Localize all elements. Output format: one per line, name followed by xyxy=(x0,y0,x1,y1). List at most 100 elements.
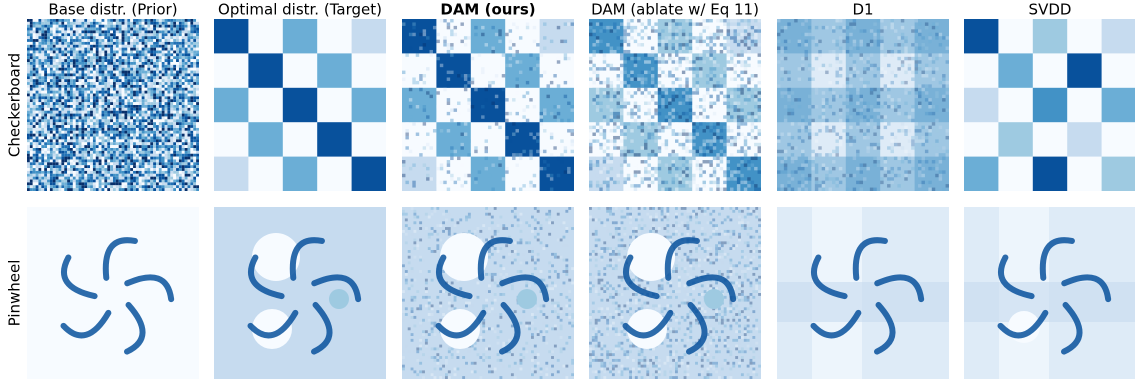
noise-pixel xyxy=(474,25,478,30)
noise-pixel xyxy=(446,111,451,116)
noise-pixel xyxy=(548,232,552,236)
noise-pixel xyxy=(98,53,102,57)
noise-pixel xyxy=(196,84,199,88)
noise-pixel xyxy=(196,21,199,25)
noise-pixel xyxy=(55,173,59,177)
noise-pixel xyxy=(104,133,108,137)
noise-pixel xyxy=(38,70,42,74)
noise-pixel xyxy=(67,82,70,85)
noise-pixel xyxy=(110,19,113,22)
noise-pixel xyxy=(118,53,122,57)
noise-pixel xyxy=(107,105,111,108)
noise-pixel xyxy=(67,182,70,186)
noise-pixel xyxy=(150,73,154,77)
noise-pixel xyxy=(539,290,543,293)
noise-pixel xyxy=(41,165,45,169)
noise-pixel xyxy=(115,156,119,160)
noise-pixel xyxy=(84,62,88,65)
noise-pixel xyxy=(135,179,139,183)
noise-pixel xyxy=(49,67,53,71)
noise-pixel xyxy=(619,84,624,88)
noise-pixel xyxy=(158,182,162,186)
noise-pixel xyxy=(551,373,554,377)
noise-pixel xyxy=(32,33,36,37)
noise-pixel xyxy=(81,133,85,137)
noise-pixel xyxy=(61,96,65,100)
noise-pixel xyxy=(408,149,413,154)
noise-pixel xyxy=(118,179,122,183)
noise-pixel xyxy=(150,102,154,105)
noise-pixel xyxy=(462,356,466,359)
noise-pixel xyxy=(55,107,59,111)
noise-pixel xyxy=(44,33,48,37)
noise-pixel xyxy=(32,110,36,114)
noise-pixel xyxy=(38,64,42,68)
noise-pixel xyxy=(52,105,56,108)
noise-pixel xyxy=(187,159,191,163)
noise-pixel xyxy=(81,96,85,100)
noise-pixel xyxy=(29,21,33,25)
noise-pixel xyxy=(87,79,91,83)
noise-pixel xyxy=(135,116,139,120)
noise-pixel xyxy=(465,301,468,305)
noise-pixel xyxy=(78,56,82,60)
noise-pixel xyxy=(178,84,182,88)
noise-pixel xyxy=(95,79,99,83)
noise-pixel xyxy=(181,110,185,114)
noise-pixel xyxy=(47,110,50,114)
noise-pixel xyxy=(187,27,191,31)
noise-pixel xyxy=(98,162,102,166)
noise-pixel xyxy=(539,74,544,78)
noise-pixel xyxy=(29,47,33,51)
noise-pixel xyxy=(609,67,614,71)
pinwheel-arm xyxy=(124,274,175,303)
noise-pixel xyxy=(167,53,171,57)
noise-pixel xyxy=(413,324,417,328)
noise-pixel xyxy=(58,173,62,177)
noise-pixel xyxy=(101,185,105,189)
noise-pixel xyxy=(87,64,91,68)
noise-pixel xyxy=(167,90,171,94)
noise-pixel xyxy=(196,173,199,177)
noise-pixel xyxy=(467,98,471,102)
noise-pixel xyxy=(153,170,156,174)
noise-pixel xyxy=(110,24,113,28)
noise-pixel xyxy=(113,64,116,68)
noise-pixel xyxy=(193,24,197,28)
noise-pixel xyxy=(110,53,113,57)
noise-pixel xyxy=(107,125,111,128)
noise-pixel xyxy=(35,142,39,146)
noise-pixel xyxy=(127,139,131,143)
noise-pixel xyxy=(130,130,134,134)
noise-pixel xyxy=(98,116,102,120)
noise-pixel xyxy=(450,32,454,37)
noise-pixel xyxy=(133,53,136,57)
cell xyxy=(351,87,386,123)
noise-pixel xyxy=(595,29,600,33)
noise-pixel xyxy=(193,113,197,117)
noise-pixel xyxy=(101,59,105,62)
noise-pixel xyxy=(101,170,105,174)
noise-pixel xyxy=(193,73,197,77)
noise-pixel xyxy=(164,170,168,174)
noise-pixel xyxy=(35,179,39,183)
noise-pixel xyxy=(419,227,423,230)
noise-pixel xyxy=(127,53,131,57)
noise-pixel xyxy=(61,47,65,51)
noise-pixel xyxy=(113,105,116,108)
noise-pixel xyxy=(167,87,171,91)
noise-pixel xyxy=(178,59,182,62)
noise-pixel xyxy=(568,290,572,293)
noise-pixel xyxy=(75,56,79,60)
noise-pixel xyxy=(519,270,523,273)
noise-pixel xyxy=(32,188,36,191)
noise-pixel xyxy=(156,99,159,103)
noise-pixel xyxy=(61,41,65,45)
noise-pixel xyxy=(484,43,488,47)
noise-pixel xyxy=(144,24,148,28)
noise-pixel xyxy=(90,105,93,108)
noise-pixel xyxy=(113,30,116,34)
noise-pixel xyxy=(533,364,537,368)
noise-pixel xyxy=(98,145,102,148)
noise-pixel xyxy=(75,107,79,111)
